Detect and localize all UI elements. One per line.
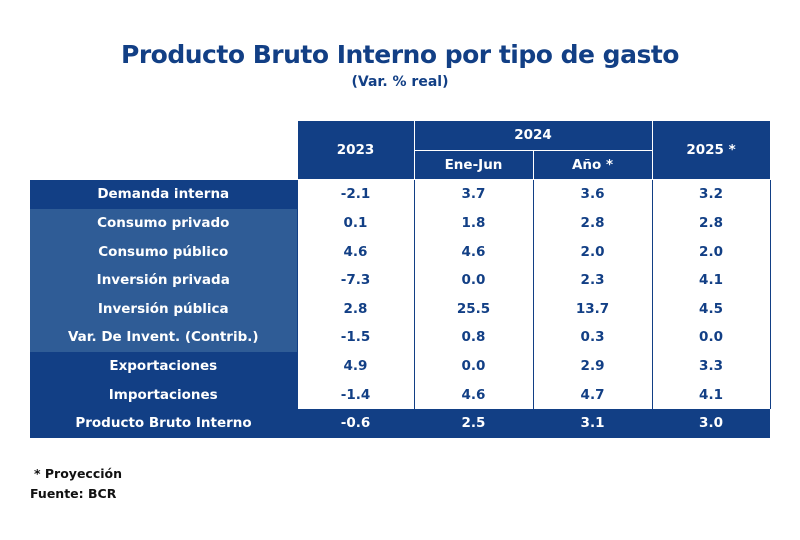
footnotes: * Proyección Fuente: BCR [30,464,122,504]
data-label: -0.6 [297,408,414,438]
table-row: Inversión privada -7.3 0.0 2.3 4.1 [30,265,771,295]
data-label: 25.5 [413,294,534,324]
table-row: Importaciones -1.4 4.6 4.7 4.1 [30,380,771,409]
header-blank [30,120,297,180]
data-label: 3.0 [652,408,771,438]
gdp-table: 2023 2024 2025 * Ene-Jun Año * Demanda i… [30,119,771,438]
row-label: Consumo privado [30,208,297,238]
data-label: 2.8 [532,208,653,238]
projection-note: * Proyección [34,466,123,481]
data-label: 3.3 [651,351,771,381]
header-anio: Año * [532,149,653,181]
table-row: Demanda interna -2.1 3.7 3.6 3.2 [30,179,771,209]
data-label: 2.0 [532,237,653,266]
row-label: Exportaciones [30,351,297,381]
data-label: 4.6 [413,237,534,266]
page-title: Producto Bruto Interno por tipo de gasto [121,40,679,69]
row-label: Demanda interna [30,179,297,209]
data-label: -1.4 [296,380,415,409]
data-label: 0.1 [296,208,415,238]
table-row: Consumo público 4.6 4.6 2.0 2.0 [30,237,771,266]
row-label: Var. De Invent. (Contrib.) [30,323,297,352]
data-label: 2.8 [296,294,415,324]
data-label: 1.8 [413,208,534,238]
header-2025: 2025 * [651,119,771,181]
data-label: 3.2 [651,179,771,209]
data-label: 4.5 [651,294,771,324]
row-label: Importaciones [30,380,297,409]
row-label: Inversión pública [30,294,297,324]
table-row: Var. De Invent. (Contrib.) -1.5 0.8 0.3 0.0 [30,323,771,352]
data-label: -7.3 [296,265,415,295]
header-ene-jun: Ene-Jun [413,149,534,181]
table-row: Producto Bruto Interno -0.6 2.5 3.1 3.0 [30,408,771,438]
data-label: 4.1 [651,380,771,409]
data-label: 0.0 [651,323,771,352]
data-label: 0.8 [413,323,534,352]
data-label: 2.0 [651,237,771,266]
data-label: 3.6 [532,179,653,209]
table-row: Exportaciones 4.9 0.0 2.9 3.3 [30,351,771,381]
data-label: 4.7 [532,380,653,409]
data-label: 0.0 [413,351,534,381]
data-label: 3.1 [533,408,653,438]
row-label: Inversión privada [30,265,297,295]
data-label: 4.9 [296,351,415,381]
data-label: 2.5 [414,408,533,438]
data-label: 13.7 [532,294,653,324]
header-2024: 2024 [413,120,653,151]
header-2023: 2023 [296,119,415,181]
table-row: Inversión pública 2.8 25.5 13.7 4.5 [30,294,771,324]
row-label: Producto Bruto Interno [30,408,297,438]
table-row: Consumo privado 0.1 1.8 2.8 2.8 [30,208,771,238]
data-label: 0.0 [413,265,534,295]
data-label: -1.5 [296,323,415,352]
data-label: 3.7 [413,179,534,209]
data-label: 0.3 [532,323,653,352]
data-label: 4.6 [413,380,534,409]
data-label: 4.6 [296,237,415,266]
data-label: 2.9 [532,351,653,381]
data-label: 2.3 [532,265,653,295]
data-label: 4.1 [651,265,771,295]
data-label: -2.1 [296,179,415,209]
source-note: Fuente: BCR [30,486,117,501]
row-label: Consumo público [30,237,297,266]
page-subtitle: (Var. % real) [351,74,449,90]
data-label: 2.8 [651,208,771,238]
